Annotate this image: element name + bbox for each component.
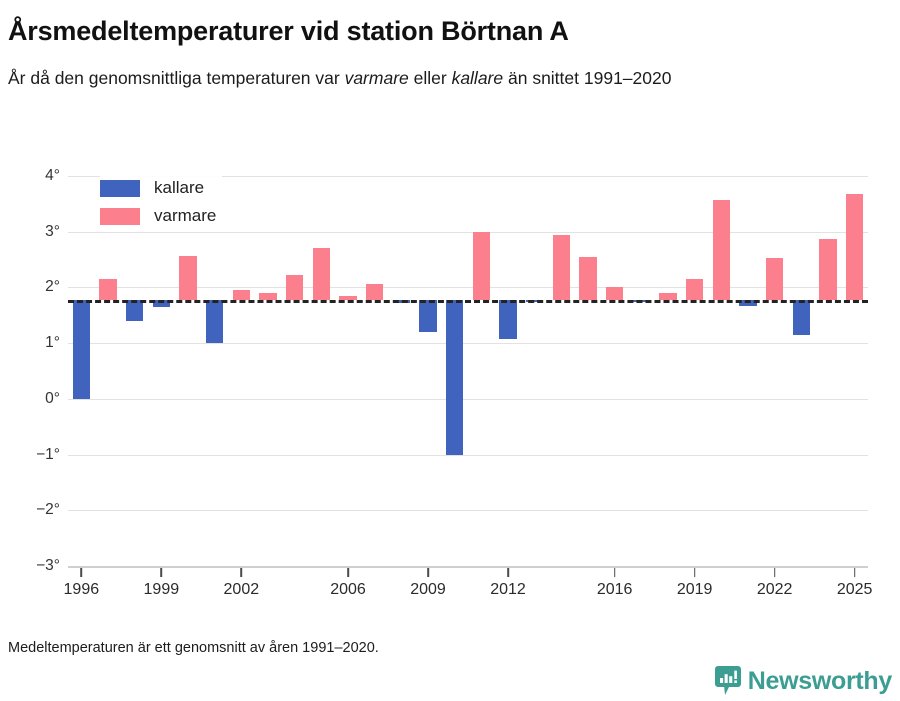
x-tick-2016: 2016 bbox=[596, 568, 633, 599]
bar-2020[interactable] bbox=[712, 199, 731, 300]
gridline-4 bbox=[68, 176, 868, 177]
tick-mark-icon bbox=[773, 568, 776, 577]
subtitle-emphasis-kallare: kallare bbox=[451, 67, 504, 88]
x-tick-2006: 2006 bbox=[330, 568, 366, 599]
x-tick-label: 1996 bbox=[63, 581, 100, 598]
x-tick-2025: 2025 bbox=[836, 568, 873, 599]
bar-2006[interactable] bbox=[339, 295, 357, 300]
bar-2025[interactable] bbox=[845, 193, 864, 300]
legend-item-cold[interactable]: kallare bbox=[100, 178, 216, 198]
chart-area: 4° 3° 2° 1° 0° −1° −2° −3° 1996 1999 2002 2006 2009… bbox=[0, 160, 900, 630]
bar-2016[interactable] bbox=[605, 287, 624, 300]
x-tick-label: 2019 bbox=[676, 581, 713, 598]
bar-2001[interactable] bbox=[205, 299, 224, 344]
y-tick-label: 4° bbox=[45, 167, 60, 184]
x-tick-label: 2012 bbox=[490, 581, 526, 598]
legend-label-cold: kallare bbox=[154, 178, 205, 197]
tick-mark-icon bbox=[240, 568, 243, 577]
gridline-2 bbox=[68, 287, 868, 289]
bar-2003[interactable] bbox=[259, 293, 277, 300]
page-title: Årsmedeltemperaturer vid station Börtnan… bbox=[8, 16, 569, 46]
bar-2018[interactable] bbox=[659, 293, 677, 300]
y-tick-label: −2° bbox=[36, 501, 60, 519]
footer-note: Medeltemperaturen är ett genomsnitt av å… bbox=[8, 640, 379, 656]
x-tick-label: 2016 bbox=[596, 581, 633, 598]
tick-mark-icon bbox=[427, 568, 429, 577]
bar-2021[interactable] bbox=[739, 299, 757, 306]
legend-item-warm[interactable]: varmare bbox=[100, 206, 216, 226]
tick-mark-icon bbox=[80, 568, 83, 577]
tick-mark-icon bbox=[853, 568, 856, 577]
x-tick-1996: 1996 bbox=[63, 568, 100, 599]
bar-2011[interactable] bbox=[472, 231, 491, 300]
bar-2009[interactable] bbox=[419, 299, 437, 332]
newsworthy-bar-chart-bubble-icon bbox=[714, 666, 741, 696]
tick-mark-icon bbox=[613, 568, 616, 577]
gridline-0 bbox=[68, 398, 868, 400]
bar-1999[interactable] bbox=[152, 299, 171, 307]
bar-2019[interactable] bbox=[685, 279, 704, 300]
plot-area bbox=[68, 176, 868, 568]
x-tick-2012: 2012 bbox=[490, 568, 526, 599]
tick-mark-icon bbox=[693, 568, 696, 577]
tick-mark-icon bbox=[507, 568, 509, 577]
x-axis-line bbox=[68, 566, 868, 568]
legend-swatch-cold bbox=[100, 179, 140, 197]
average-baseline bbox=[68, 299, 868, 303]
y-axis-labels: 4° 3° 2° 1° 0° −1° −2° −3° bbox=[0, 167, 60, 574]
y-tick-label: −3° bbox=[36, 557, 60, 574]
newsworthy-branding[interactable]: Newsworthy bbox=[714, 666, 893, 696]
y-tick-label: 3° bbox=[45, 222, 60, 240]
gridline--2 bbox=[68, 510, 868, 512]
chart-header: Årsmedeltemperaturer vid station Börtnan… bbox=[0, 0, 900, 91]
bar-2000[interactable] bbox=[179, 255, 197, 300]
x-tick-2022: 2022 bbox=[756, 568, 793, 599]
x-tick-2002: 2002 bbox=[223, 568, 260, 599]
subtitle-text-2: eller bbox=[408, 67, 452, 88]
bar-2023[interactable] bbox=[792, 299, 811, 335]
x-axis-ticks: 1996 1999 2002 2006 2009 2012 2016 2019 2022 2025 bbox=[64, 568, 872, 618]
x-tick-label: 1999 bbox=[143, 581, 180, 598]
bar-2005[interactable] bbox=[312, 248, 331, 300]
gridline--1 bbox=[68, 454, 868, 456]
gridline-1 bbox=[68, 343, 868, 345]
bar-2010[interactable] bbox=[445, 299, 464, 455]
x-tick-label: 2002 bbox=[223, 581, 260, 598]
subtitle-text-1: År då den genomsnittliga temperaturen va… bbox=[8, 67, 345, 88]
chart-legend: kallare varmare bbox=[100, 176, 223, 230]
newsworthy-wordmark: Newsworthy bbox=[747, 666, 893, 695]
bar-2007[interactable] bbox=[365, 283, 384, 300]
bar-2004[interactable] bbox=[285, 275, 304, 300]
bar-1996[interactable] bbox=[72, 299, 91, 399]
bar-2014[interactable] bbox=[552, 234, 571, 300]
x-tick-label: 2025 bbox=[836, 581, 873, 598]
bar-1998[interactable] bbox=[125, 299, 144, 321]
y-tick-label: −1° bbox=[36, 445, 60, 463]
legend-swatch-warm bbox=[100, 207, 140, 225]
bar-2024[interactable] bbox=[819, 238, 837, 300]
y-tick-label: 1° bbox=[45, 334, 60, 352]
x-tick-2009: 2009 bbox=[410, 568, 446, 599]
bar-2015[interactable] bbox=[579, 256, 597, 300]
x-tick-2019: 2019 bbox=[676, 568, 713, 599]
bar-2012[interactable] bbox=[499, 299, 517, 339]
chart-subtitle: År då den genomsnittliga temperaturen va… bbox=[8, 66, 868, 91]
bar-1997[interactable] bbox=[99, 279, 117, 300]
x-tick-label: 2022 bbox=[756, 581, 793, 598]
x-tick-1999: 1999 bbox=[143, 568, 180, 599]
tick-mark-icon bbox=[160, 568, 163, 577]
tick-mark-icon bbox=[347, 568, 349, 577]
x-tick-label: 2009 bbox=[410, 581, 446, 598]
gridline-3 bbox=[68, 231, 868, 233]
subtitle-emphasis-varmare: varmare bbox=[344, 67, 409, 88]
legend-label-warm: varmare bbox=[154, 206, 217, 225]
x-tick-label: 2006 bbox=[330, 581, 366, 598]
y-tick-label: 0° bbox=[45, 389, 60, 407]
subtitle-text-3: än snittet 1991–2020 bbox=[503, 67, 672, 88]
bar-2022[interactable] bbox=[765, 258, 784, 300]
bar-2002[interactable] bbox=[232, 290, 251, 300]
y-tick-label: 2° bbox=[45, 278, 60, 296]
